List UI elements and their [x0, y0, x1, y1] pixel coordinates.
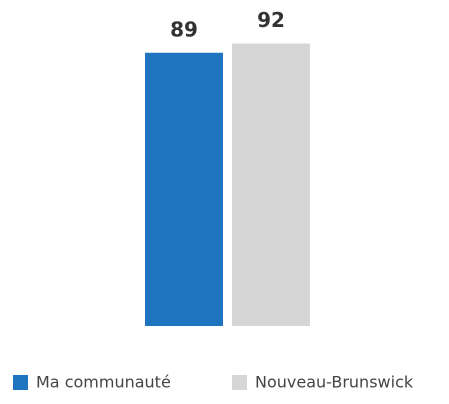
data-label: 92: [257, 8, 285, 32]
data-label: 89: [170, 17, 198, 41]
bar: [232, 43, 310, 327]
legend-label: Ma communauté: [36, 373, 171, 392]
legend-label: Nouveau-Brunswick: [255, 373, 414, 392]
bar: [145, 52, 223, 327]
legend-swatch: [232, 375, 247, 390]
legend-swatch: [13, 375, 28, 390]
